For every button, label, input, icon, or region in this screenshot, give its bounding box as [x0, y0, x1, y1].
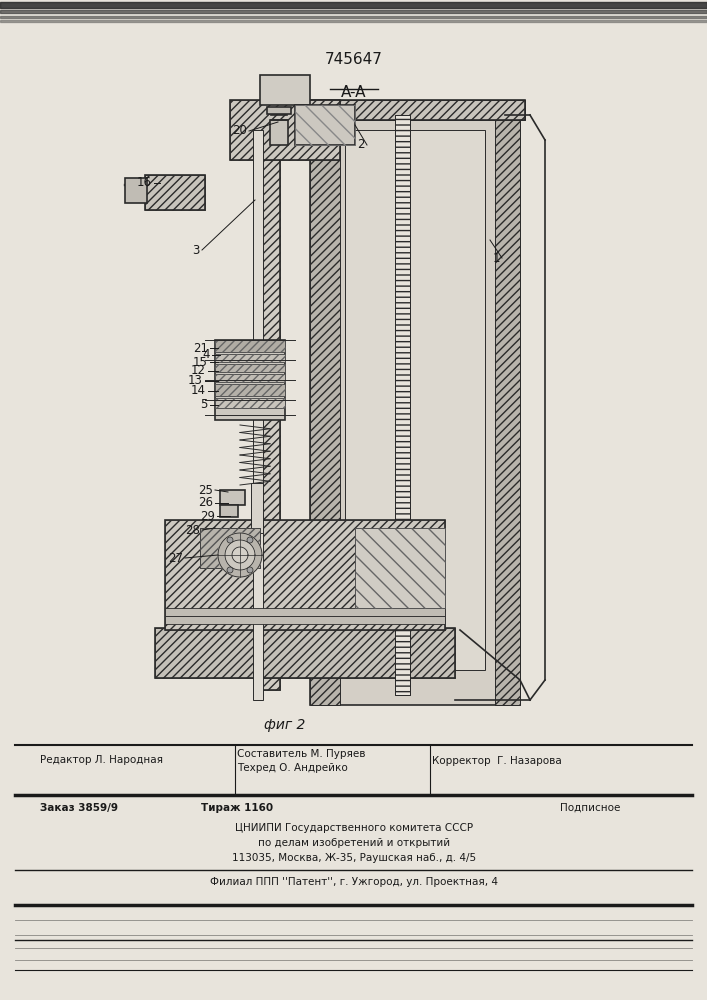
Text: Подписное: Подписное	[560, 803, 620, 813]
Bar	[165, 520, 445, 630]
Bar	[395, 115, 410, 695]
Bar	[0, 10, 707, 13]
Bar	[165, 608, 445, 616]
Text: 12: 12	[191, 364, 206, 377]
Text: Редактор Л. Народная: Редактор Л. Народная	[40, 755, 163, 765]
Bar	[155, 628, 455, 678]
Polygon shape	[225, 540, 255, 570]
Text: Тираж 1160: Тираж 1160	[201, 803, 273, 813]
Bar	[305, 100, 525, 120]
Text: A-A: A-A	[341, 85, 367, 100]
Bar	[295, 105, 355, 145]
Text: 15: 15	[193, 356, 208, 368]
Bar	[355, 528, 445, 608]
Bar	[267, 107, 291, 114]
Bar	[155, 628, 455, 678]
Polygon shape	[218, 533, 262, 577]
Text: 5: 5	[201, 398, 208, 412]
Text: 4: 4	[202, 349, 210, 361]
Bar	[260, 75, 310, 105]
Circle shape	[227, 537, 233, 543]
Bar	[251, 483, 263, 533]
Text: 2: 2	[358, 138, 365, 151]
Bar	[220, 490, 245, 505]
Text: 1: 1	[493, 251, 500, 264]
Bar	[200, 528, 260, 568]
Bar	[215, 364, 285, 372]
Bar	[215, 364, 285, 372]
Text: 29: 29	[200, 510, 215, 522]
Text: 745647: 745647	[325, 52, 383, 67]
Text: 25: 25	[198, 484, 213, 496]
Bar	[165, 520, 445, 630]
Bar	[215, 384, 285, 396]
Bar	[395, 115, 410, 695]
Bar	[230, 100, 340, 160]
Polygon shape	[232, 547, 248, 563]
Bar	[0, 20, 707, 21]
Bar	[165, 616, 445, 624]
Bar	[215, 340, 285, 352]
Bar	[310, 115, 340, 705]
Bar	[495, 115, 520, 705]
Circle shape	[247, 567, 253, 573]
Bar	[125, 178, 147, 203]
Bar	[230, 100, 340, 160]
Bar	[215, 374, 285, 382]
Text: Заказ 3859/9: Заказ 3859/9	[40, 803, 118, 813]
Bar	[215, 398, 285, 408]
Text: по делам изобретений и открытий: по делам изобретений и открытий	[258, 838, 450, 848]
Text: Корректор  Г. Назарова: Корректор Г. Назарова	[432, 756, 562, 766]
Circle shape	[227, 567, 233, 573]
Text: 113035, Москва, Ж-35, Раушская наб., д. 4/5: 113035, Москва, Ж-35, Раушская наб., д. …	[232, 853, 476, 863]
Text: 13: 13	[188, 374, 203, 387]
Bar	[260, 130, 280, 690]
Text: 14: 14	[191, 384, 206, 397]
Text: Филиал ППП ''Патент'', г. Ужгород, ул. Проектная, 4: Филиал ППП ''Патент'', г. Ужгород, ул. П…	[210, 877, 498, 887]
Bar	[215, 354, 285, 362]
Text: фиг 2: фиг 2	[264, 718, 305, 732]
Text: 21: 21	[193, 342, 208, 355]
Text: 27: 27	[168, 552, 183, 564]
Bar	[270, 120, 288, 145]
Text: Составитель М. Пуряев: Составитель М. Пуряев	[237, 749, 366, 759]
Text: 20: 20	[232, 124, 247, 137]
Text: ЦНИИПИ Государственного комитета СССР: ЦНИИПИ Государственного комитета СССР	[235, 823, 473, 833]
Text: 28: 28	[185, 524, 200, 536]
Bar	[215, 384, 285, 396]
Text: Техред О. Андрейко: Техред О. Андрейко	[237, 763, 348, 773]
Bar	[215, 354, 285, 362]
Bar	[0, 16, 707, 18]
Bar	[260, 130, 280, 690]
Text: 3: 3	[192, 243, 200, 256]
Bar	[215, 374, 285, 382]
Bar	[200, 528, 260, 568]
Bar	[215, 398, 285, 408]
Bar	[355, 528, 445, 608]
Bar	[145, 175, 205, 210]
Bar	[305, 100, 525, 120]
Bar	[215, 340, 285, 352]
Text: 26: 26	[198, 496, 213, 510]
Bar	[310, 115, 520, 705]
Bar	[295, 105, 355, 145]
Circle shape	[247, 537, 253, 543]
Bar	[253, 130, 263, 700]
Bar	[345, 130, 485, 670]
Bar	[215, 340, 285, 420]
Text: 16: 16	[137, 176, 152, 190]
Bar	[0, 2, 707, 8]
Bar	[145, 175, 205, 210]
Bar	[220, 505, 238, 517]
